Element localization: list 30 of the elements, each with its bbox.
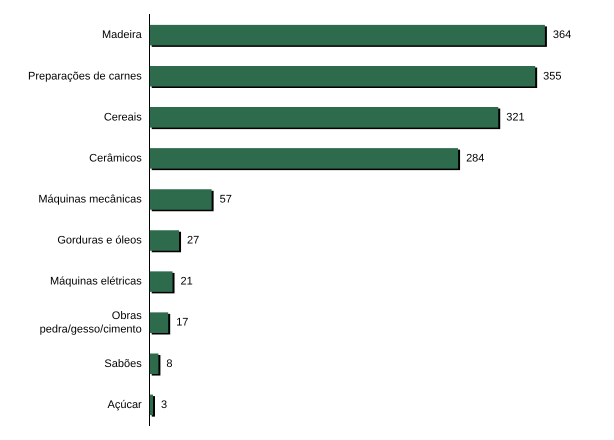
data-label: 364 — [552, 29, 572, 42]
data-label: 21 — [180, 276, 193, 288]
y-tick-label: Máquinas elétricas — [50, 276, 142, 288]
data-label: 57 — [220, 193, 232, 206]
bar — [150, 230, 180, 251]
bar — [150, 354, 158, 374]
bar — [150, 148, 458, 169]
bar — [150, 394, 153, 416]
y-tick-label: Cerâmicos — [89, 152, 142, 164]
bar — [150, 189, 212, 210]
data-label: 8 — [166, 358, 173, 370]
y-tick-label: Sabões — [104, 358, 142, 370]
y-tick-label: Gorduras e óleos — [57, 234, 142, 247]
data-label: 321 — [506, 111, 525, 124]
data-label: 355 — [543, 70, 562, 82]
data-label: 3 — [160, 398, 168, 411]
bar — [150, 24, 545, 46]
y-tick-label: Açúcar — [107, 398, 142, 411]
data-label: 284 — [466, 152, 484, 164]
bar — [150, 271, 173, 292]
bar — [150, 312, 168, 333]
bar — [150, 107, 498, 128]
y-tick-label: Máquinas mecânicas — [38, 193, 142, 206]
y-tick-label: Preparações de carnes — [28, 70, 142, 82]
y-tick-label: Obras pedra/gesso/cimento — [40, 310, 142, 336]
bar — [150, 66, 536, 86]
data-label: 27 — [187, 234, 200, 247]
y-tick-label: Madeira — [102, 29, 143, 42]
data-label: 17 — [176, 316, 188, 329]
y-tick-label: Cereais — [104, 111, 142, 124]
